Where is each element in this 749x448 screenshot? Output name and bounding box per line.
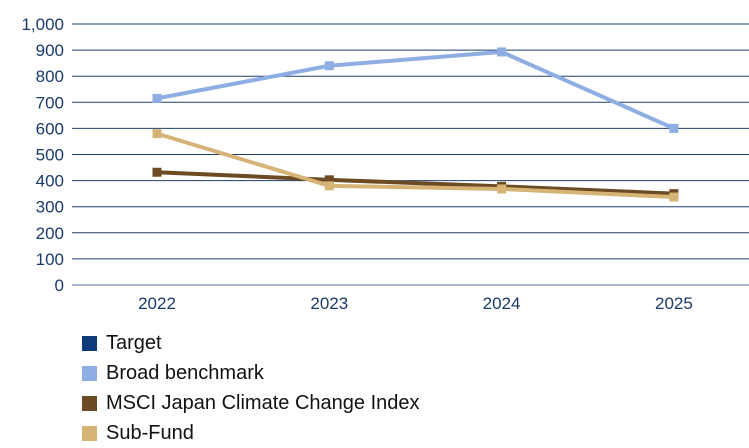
legend-swatch: [82, 425, 97, 441]
data-point-broad-benchmark: [324, 61, 334, 71]
legend-swatch: [82, 365, 97, 381]
legend-item-sub-fund: Sub-Fund: [82, 418, 420, 448]
y-tick-label: 700: [36, 93, 64, 112]
y-tick-label: 200: [36, 224, 64, 243]
data-point-broad-benchmark: [497, 47, 507, 57]
legend-label: Sub-Fund: [106, 421, 194, 444]
data-point-sub-fund: [669, 192, 679, 202]
x-tick-label: 2023: [310, 294, 348, 313]
series-line-msci-japan-climate-change-index: [155, 170, 676, 196]
series-line-broad-benchmark: [155, 49, 676, 131]
data-point-msci-japan-climate-change-index: [152, 167, 162, 177]
data-point-sub-fund: [497, 184, 507, 194]
x-tick-label: 2022: [138, 294, 176, 313]
series-line-sub-fund: [155, 131, 676, 200]
legend-item-broad-benchmark: Broad benchmark: [82, 358, 420, 388]
y-tick-label: 500: [36, 146, 64, 165]
data-point-sub-fund: [152, 129, 162, 139]
y-tick-label: 300: [36, 198, 64, 217]
legend-item-msci-japan-climate-change-index: MSCI Japan Climate Change Index: [82, 388, 420, 418]
x-tick-label: 2024: [483, 294, 521, 313]
legend-label: Broad benchmark: [106, 361, 264, 384]
y-tick-label: 100: [36, 250, 64, 269]
line-chart: 0 100 200 300 400 500 600 700 800 900 1,000 2022 202…: [21, 15, 749, 313]
y-tick-label: 900: [36, 41, 64, 60]
y-tick-label: 1,000: [21, 15, 64, 34]
data-point-broad-benchmark: [669, 123, 679, 133]
legend-swatch: [82, 335, 97, 351]
legend-label: MSCI Japan Climate Change Index: [106, 391, 420, 414]
legend: Target Broad benchmark MSCI Japan Climate …: [82, 328, 420, 448]
legend-swatch: [82, 395, 97, 411]
data-point-sub-fund: [324, 181, 334, 191]
x-tick-label: 2025: [655, 294, 693, 313]
data-point-msci-japan-climate-change-index: [324, 175, 334, 185]
legend-item-target: Target: [82, 328, 420, 358]
y-tick-label: 400: [36, 172, 64, 191]
chart-area: 0 100 200 300 400 500 600 700 800 900 1,000 2022 202…: [21, 15, 749, 313]
y-tick-label: 800: [36, 67, 64, 86]
y-tick-label: 600: [36, 119, 64, 138]
y-tick-label: 0: [55, 276, 64, 295]
data-point-broad-benchmark: [152, 93, 162, 103]
legend-label: Target: [106, 331, 162, 354]
